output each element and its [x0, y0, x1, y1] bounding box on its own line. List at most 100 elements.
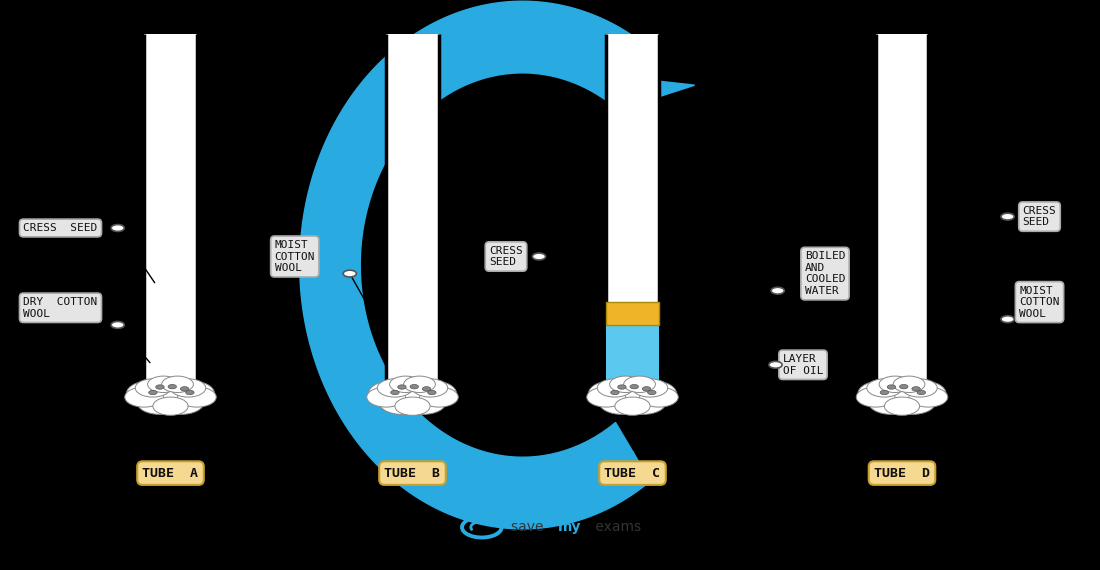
Circle shape: [135, 379, 170, 397]
Circle shape: [389, 376, 421, 393]
Circle shape: [896, 381, 946, 406]
Circle shape: [407, 381, 456, 406]
Circle shape: [869, 390, 914, 414]
Circle shape: [186, 390, 194, 394]
Circle shape: [912, 386, 921, 391]
Circle shape: [632, 379, 668, 397]
Circle shape: [177, 387, 217, 407]
Circle shape: [141, 381, 200, 412]
Bar: [606, 302, 659, 325]
Circle shape: [389, 377, 436, 401]
Circle shape: [419, 387, 459, 407]
Circle shape: [900, 385, 908, 389]
Circle shape: [390, 390, 399, 394]
Polygon shape: [571, 452, 648, 483]
Circle shape: [400, 390, 446, 414]
Circle shape: [648, 390, 656, 394]
Bar: [606, 325, 659, 399]
Circle shape: [156, 385, 164, 389]
Text: CRESS
SEED: CRESS SEED: [1023, 206, 1056, 227]
Circle shape: [368, 381, 418, 406]
Circle shape: [395, 397, 430, 416]
Circle shape: [890, 390, 935, 414]
Circle shape: [893, 376, 925, 393]
Circle shape: [884, 397, 920, 416]
Circle shape: [147, 377, 194, 401]
Polygon shape: [606, 391, 659, 399]
Circle shape: [165, 381, 214, 406]
Circle shape: [162, 376, 194, 393]
Circle shape: [856, 387, 895, 407]
Circle shape: [377, 379, 412, 397]
Text: TUBE  B: TUBE B: [385, 467, 440, 479]
Circle shape: [618, 385, 626, 389]
Circle shape: [600, 390, 645, 414]
Circle shape: [412, 379, 448, 397]
Circle shape: [879, 376, 911, 393]
Circle shape: [126, 381, 176, 406]
Circle shape: [588, 381, 638, 406]
Text: TUBE  D: TUBE D: [874, 467, 929, 479]
Text: LAYER
OF OIL: LAYER OF OIL: [783, 354, 823, 376]
Circle shape: [610, 390, 619, 394]
Circle shape: [180, 386, 189, 391]
Circle shape: [902, 379, 937, 397]
Circle shape: [880, 390, 889, 394]
Circle shape: [872, 381, 932, 412]
Circle shape: [1001, 213, 1014, 220]
Circle shape: [532, 253, 546, 260]
Circle shape: [148, 390, 157, 394]
Circle shape: [422, 386, 431, 391]
Circle shape: [147, 376, 179, 393]
Circle shape: [909, 387, 948, 407]
Circle shape: [597, 379, 632, 397]
Polygon shape: [618, 78, 695, 110]
Text: save: save: [512, 520, 549, 534]
Bar: [876, 34, 928, 399]
Circle shape: [343, 270, 356, 277]
Circle shape: [620, 390, 666, 414]
Text: BOILED
AND
COOLED
WATER: BOILED AND COOLED WATER: [805, 251, 845, 296]
Circle shape: [771, 287, 784, 294]
Circle shape: [170, 379, 206, 397]
Polygon shape: [386, 391, 439, 399]
Circle shape: [639, 387, 679, 407]
Text: TUBE  A: TUBE A: [143, 467, 198, 479]
Circle shape: [769, 361, 782, 368]
Bar: [386, 34, 439, 399]
Circle shape: [168, 385, 176, 389]
Circle shape: [858, 381, 907, 406]
Circle shape: [153, 397, 188, 416]
Circle shape: [158, 390, 204, 414]
Circle shape: [138, 390, 183, 414]
Text: TUBE  C: TUBE C: [605, 467, 660, 479]
Text: DRY  COTTON
WOOL: DRY COTTON WOOL: [23, 297, 98, 319]
Circle shape: [888, 385, 895, 389]
Polygon shape: [144, 391, 197, 399]
Polygon shape: [300, 1, 650, 529]
Text: CRESS  SEED: CRESS SEED: [23, 223, 98, 233]
Text: CRESS
SEED: CRESS SEED: [490, 246, 522, 267]
Circle shape: [398, 385, 406, 389]
Circle shape: [379, 390, 425, 414]
Circle shape: [609, 377, 656, 401]
Circle shape: [603, 381, 662, 412]
Circle shape: [642, 386, 651, 391]
Circle shape: [366, 387, 406, 407]
Polygon shape: [876, 391, 928, 399]
Bar: [144, 34, 197, 399]
Circle shape: [627, 381, 676, 406]
Text: my: my: [558, 520, 581, 534]
Circle shape: [124, 387, 164, 407]
Circle shape: [917, 390, 925, 394]
Circle shape: [586, 387, 626, 407]
Circle shape: [428, 390, 436, 394]
Bar: [606, 34, 659, 399]
Circle shape: [615, 397, 650, 416]
Circle shape: [879, 377, 925, 401]
Circle shape: [404, 376, 436, 393]
Text: MOIST
COTTON
WOOL: MOIST COTTON WOOL: [1020, 286, 1059, 319]
Text: exams: exams: [591, 520, 641, 534]
Circle shape: [624, 376, 656, 393]
Circle shape: [609, 376, 641, 393]
